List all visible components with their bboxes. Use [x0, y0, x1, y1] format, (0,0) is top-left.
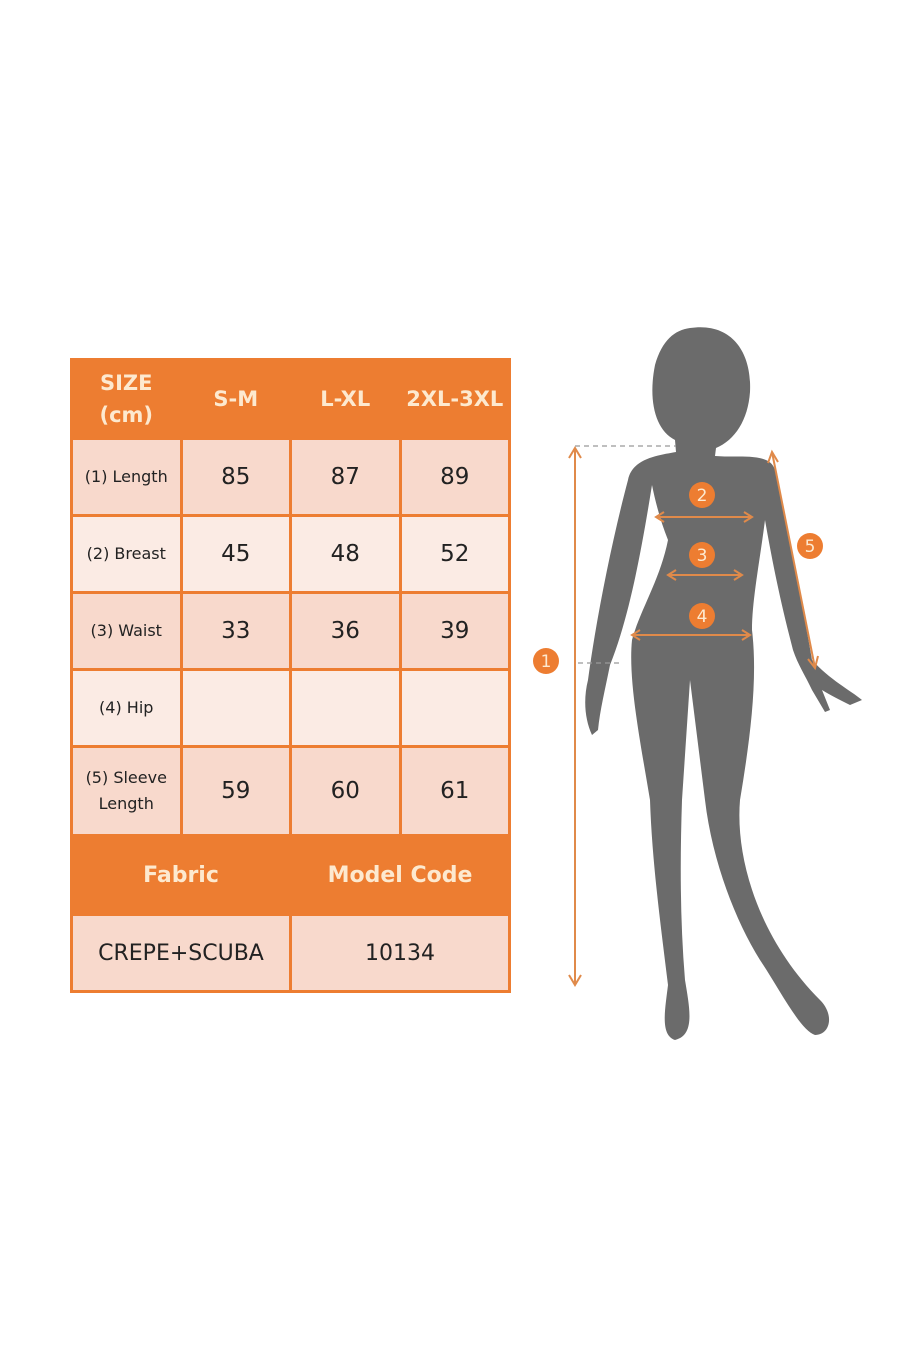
header-size: SIZE (cm): [70, 358, 183, 440]
model-code-value: 10134: [289, 913, 511, 993]
table-row: (5) Sleeve Length 59 60 61: [70, 745, 511, 837]
header-row: SIZE (cm) S-M L-XL 2XL-3XL: [70, 358, 511, 440]
cell: 45: [179, 514, 292, 594]
table-row: (1) Length 85 87 89: [70, 437, 511, 517]
measurement-markers: 1 2 3 4 5: [533, 482, 823, 674]
silhouette: [585, 327, 862, 1040]
cell: 59: [179, 745, 292, 837]
row-label: (4) Hip: [70, 668, 183, 748]
row-label: (2) Breast: [70, 514, 183, 594]
cell: 39: [398, 591, 511, 671]
measurement-lines: [568, 445, 819, 987]
marker-5: 5: [805, 537, 816, 557]
marker-4: 4: [697, 607, 708, 627]
row-label: (1) Length: [70, 437, 183, 517]
model-code-label: Model Code: [289, 834, 511, 916]
marker-3: 3: [697, 546, 708, 566]
cell: [398, 668, 511, 748]
fabric-value-row: CREPE+SCUBA 10134: [70, 913, 511, 993]
cell: 36: [289, 591, 402, 671]
cell: 52: [398, 514, 511, 594]
cell: [289, 668, 402, 748]
table-row: (2) Breast 45 48 52: [70, 514, 511, 594]
fabric-header-row: Fabric Model Code: [70, 834, 511, 916]
cell: 85: [179, 437, 292, 517]
fabric-value: CREPE+SCUBA: [70, 913, 292, 993]
cell: 61: [398, 745, 511, 837]
header-s-m: S-M: [179, 358, 292, 440]
table-row: (4) Hip: [70, 668, 511, 748]
marker-2: 2: [697, 486, 708, 506]
marker-1: 1: [541, 652, 552, 672]
cell: 87: [289, 437, 402, 517]
row-label: (3) Waist: [70, 591, 183, 671]
cell: 48: [289, 514, 402, 594]
cell: [179, 668, 292, 748]
table-row: (3) Waist 33 36 39: [70, 591, 511, 671]
cell: 33: [179, 591, 292, 671]
cell: 89: [398, 437, 511, 517]
header-l-xl: L-XL: [289, 358, 402, 440]
row-label: (5) Sleeve Length: [70, 745, 183, 837]
header-2xl-3xl: 2XL-3XL: [398, 358, 511, 440]
fabric-label: Fabric: [70, 834, 292, 916]
size-chart-table: SIZE (cm) S-M L-XL 2XL-3XL (1) Length 85…: [70, 358, 511, 993]
cell: 60: [289, 745, 402, 837]
